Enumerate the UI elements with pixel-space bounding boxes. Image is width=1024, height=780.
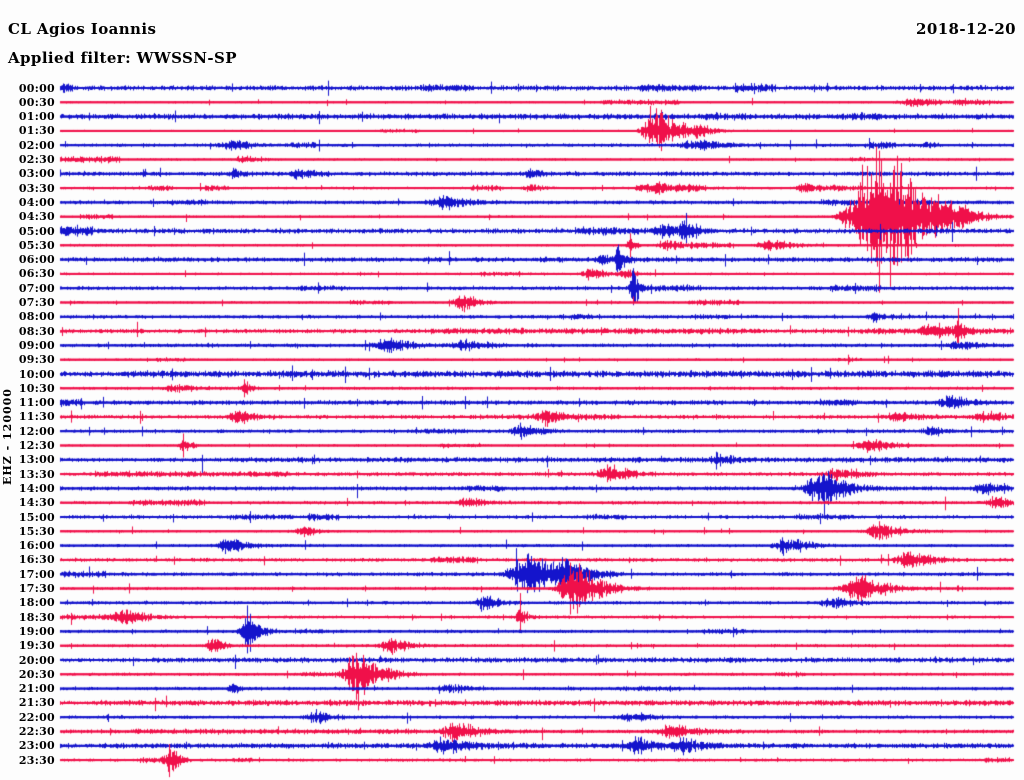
applied-filter-label: Applied filter: WWSSN-SP [8,49,237,67]
trace-time-label: 21:30 [18,696,55,710]
trace-time-label: 20:30 [18,667,55,681]
trace-time-label: 05:00 [18,224,55,238]
trace-time-label: 02:30 [18,153,55,166]
trace-time-label: 16:30 [18,553,55,567]
trace-time-label: 21:00 [18,682,55,696]
trace-time-label: 07:30 [18,296,55,309]
trace-time-label: 17:00 [18,567,55,581]
time-axis-labels: 00:00 00:30 01:00 01:30 02:00 02:30 03:00 03:30… [0,0,55,780]
trace-time-label: 15:30 [18,524,55,538]
trace-time-label: 09:00 [18,338,55,352]
trace-time-label: 14:30 [18,496,55,510]
trace-time-label: 23:30 [18,753,55,767]
trace-time-label: 07:00 [18,281,55,295]
trace-time-label: 16:00 [18,539,55,553]
trace-time-label: 05:30 [18,238,55,252]
trace-time-label: 23:00 [18,739,55,753]
trace-time-label: 11:30 [18,410,55,424]
trace-time-label: 14:00 [18,481,55,495]
trace-time-label: 19:00 [18,624,55,638]
trace-time-label: 01:30 [18,124,55,138]
trace-time-label: 13:30 [18,467,55,481]
trace-time-label: 12:00 [18,424,55,438]
trace-time-label: 04:30 [18,210,55,224]
trace-time-label: 17:30 [18,582,55,595]
trace-time-label: 18:30 [18,610,55,624]
trace-time-label: 10:30 [18,381,55,395]
trace-time-label: 06:00 [18,253,55,267]
trace-time-label: 22:00 [18,710,55,724]
trace-time-label: 03:00 [18,167,55,181]
trace-time-label: 15:00 [18,510,55,524]
trace-time-label: 20:00 [18,653,55,667]
trace-time-label: 01:00 [18,110,55,124]
trace-time-label: 13:00 [18,453,55,467]
trace-time-label: 22:30 [18,725,55,738]
trace-time-label: 12:30 [18,439,55,452]
trace-time-label: 10:00 [18,367,55,381]
trace-time-label: 09:30 [18,353,55,367]
trace-time-label: 03:30 [18,181,55,195]
trace-time-label: 04:00 [18,195,55,209]
trace-time-label: 02:00 [18,138,55,152]
trace-time-label: 11:00 [18,396,55,410]
station-title: CL Agios Ioannis [8,20,157,38]
trace-time-label: 00:00 [18,81,55,95]
record-date: 2018-12-20 [916,20,1016,38]
trace-time-label: 08:00 [18,310,55,324]
trace-time-label: 06:30 [18,267,55,281]
trace-time-label: 19:30 [18,639,55,653]
trace-time-label: 08:30 [18,324,55,338]
trace-time-label: 00:30 [18,95,55,109]
trace-time-label: 18:00 [18,596,55,610]
